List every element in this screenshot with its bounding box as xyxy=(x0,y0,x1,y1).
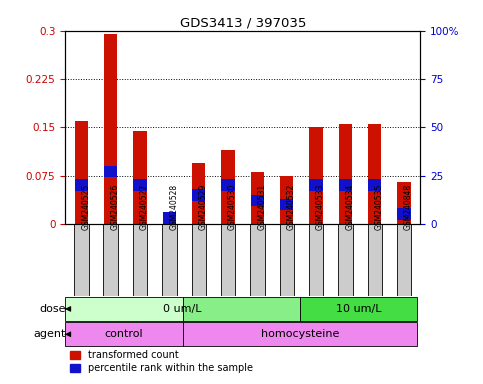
Bar xyxy=(339,179,352,191)
Text: GSM240526: GSM240526 xyxy=(111,184,120,230)
FancyBboxPatch shape xyxy=(183,297,300,321)
Bar xyxy=(75,121,88,224)
Text: GSM240525: GSM240525 xyxy=(81,184,90,230)
Text: GSM240534: GSM240534 xyxy=(345,183,355,230)
Text: GSM240848: GSM240848 xyxy=(404,184,413,230)
Text: GSM240529: GSM240529 xyxy=(199,184,208,230)
FancyBboxPatch shape xyxy=(338,224,353,296)
Bar xyxy=(251,172,264,224)
Bar xyxy=(133,131,147,224)
FancyBboxPatch shape xyxy=(300,297,417,321)
FancyBboxPatch shape xyxy=(65,322,183,346)
Text: dose: dose xyxy=(39,304,66,314)
Bar xyxy=(192,163,205,224)
Bar xyxy=(398,209,411,220)
FancyBboxPatch shape xyxy=(309,224,323,296)
Text: homocysteine: homocysteine xyxy=(261,329,339,339)
Text: GSM240533: GSM240533 xyxy=(316,183,325,230)
FancyBboxPatch shape xyxy=(280,224,294,296)
FancyBboxPatch shape xyxy=(221,224,235,296)
Text: agent: agent xyxy=(33,329,66,339)
Bar xyxy=(163,212,176,224)
Bar xyxy=(251,195,264,207)
FancyBboxPatch shape xyxy=(162,224,177,296)
Bar xyxy=(104,166,117,177)
FancyBboxPatch shape xyxy=(74,224,88,296)
Text: GSM240530: GSM240530 xyxy=(228,183,237,230)
Bar xyxy=(280,199,293,210)
Bar xyxy=(221,179,235,191)
Text: 0 um/L: 0 um/L xyxy=(163,304,202,314)
Bar xyxy=(133,179,147,191)
Bar xyxy=(339,124,352,224)
Text: 10 um/L: 10 um/L xyxy=(336,304,382,314)
FancyBboxPatch shape xyxy=(65,297,183,321)
Bar xyxy=(104,34,117,224)
FancyBboxPatch shape xyxy=(133,224,147,296)
Text: GSM240532: GSM240532 xyxy=(287,184,296,230)
FancyBboxPatch shape xyxy=(192,224,206,296)
FancyBboxPatch shape xyxy=(368,224,382,296)
Text: GSM240527: GSM240527 xyxy=(140,184,149,230)
Bar xyxy=(192,189,205,201)
Bar xyxy=(310,127,323,224)
Text: GSM240531: GSM240531 xyxy=(257,184,267,230)
Bar xyxy=(368,179,382,191)
Legend: transformed count, percentile rank within the sample: transformed count, percentile rank withi… xyxy=(70,350,253,373)
Bar xyxy=(310,179,323,191)
FancyBboxPatch shape xyxy=(250,224,265,296)
Bar xyxy=(398,182,411,224)
Bar xyxy=(221,150,235,224)
Text: control: control xyxy=(105,329,143,339)
Title: GDS3413 / 397035: GDS3413 / 397035 xyxy=(180,17,306,30)
Bar xyxy=(163,216,176,224)
Bar xyxy=(368,124,382,224)
Text: GSM240528: GSM240528 xyxy=(170,184,178,230)
FancyBboxPatch shape xyxy=(103,224,118,296)
Bar xyxy=(280,175,293,224)
Bar xyxy=(75,179,88,191)
FancyBboxPatch shape xyxy=(183,322,417,346)
Text: GSM240535: GSM240535 xyxy=(375,183,384,230)
FancyBboxPatch shape xyxy=(397,224,411,296)
